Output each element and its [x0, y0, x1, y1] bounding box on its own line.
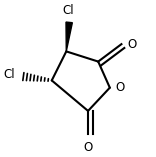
Text: O: O	[116, 81, 125, 94]
Text: O: O	[127, 38, 136, 51]
Text: Cl: Cl	[4, 68, 15, 81]
Text: O: O	[83, 141, 93, 154]
Polygon shape	[66, 22, 72, 51]
Text: Cl: Cl	[62, 4, 73, 17]
